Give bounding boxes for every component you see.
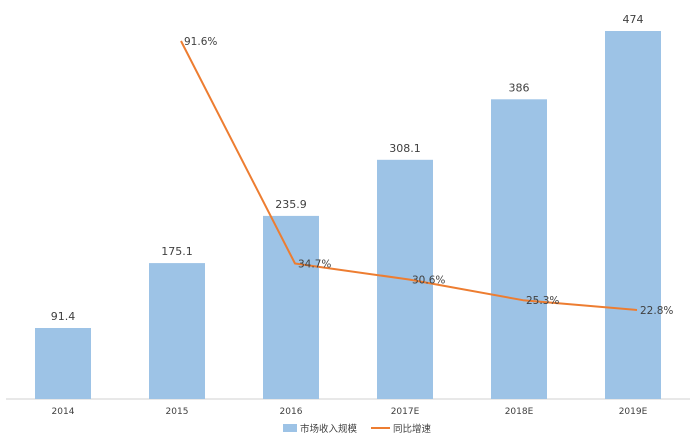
bar-label-2016: 235.9	[275, 198, 307, 211]
line-series	[180, 40, 638, 311]
bar-2018E	[491, 99, 547, 400]
line-labels: 91.6% 34.7% 30.6% 25.3% 22.8%	[184, 36, 673, 317]
bar-2015	[149, 263, 205, 399]
x-tick-2014: 2014	[52, 407, 75, 417]
line-label-2017E: 30.6%	[412, 275, 445, 287]
x-tick-labels: 2014 2015 2016 2017E 2018E 2019E	[52, 407, 648, 417]
legend-bar-label: 市场收入规模	[300, 423, 358, 435]
line-label-2019E: 22.8%	[640, 305, 673, 317]
bar-label-2018E: 386	[509, 81, 530, 94]
legend-bar-swatch	[283, 424, 297, 432]
line-label-2018E: 25.3%	[526, 295, 559, 307]
bar-label-2014: 91.4	[51, 310, 76, 323]
bar-labels: 91.4 175.1 235.9 308.1 386 474	[51, 13, 644, 323]
bar-label-2015: 175.1	[161, 245, 193, 258]
x-tick-2018E: 2018E	[505, 407, 534, 417]
x-tick-2016: 2016	[280, 407, 303, 417]
bar-label-2017E: 308.1	[389, 142, 421, 155]
x-tick-2015: 2015	[166, 407, 189, 417]
bar-2016	[263, 215, 319, 399]
bar-2019E	[605, 31, 661, 399]
x-tick-2019E: 2019E	[619, 407, 648, 417]
bar-series	[35, 31, 661, 400]
line-label-2015: 91.6%	[184, 36, 217, 48]
legend-line-label: 同比增速	[393, 423, 432, 435]
x-tick-2017E: 2017E	[391, 407, 420, 417]
bar-2014	[35, 328, 91, 399]
legend: 市场收入规模 同比增速	[283, 423, 432, 435]
line-label-2016: 34.7%	[298, 259, 331, 271]
bar-label-2019E: 474	[623, 13, 644, 26]
